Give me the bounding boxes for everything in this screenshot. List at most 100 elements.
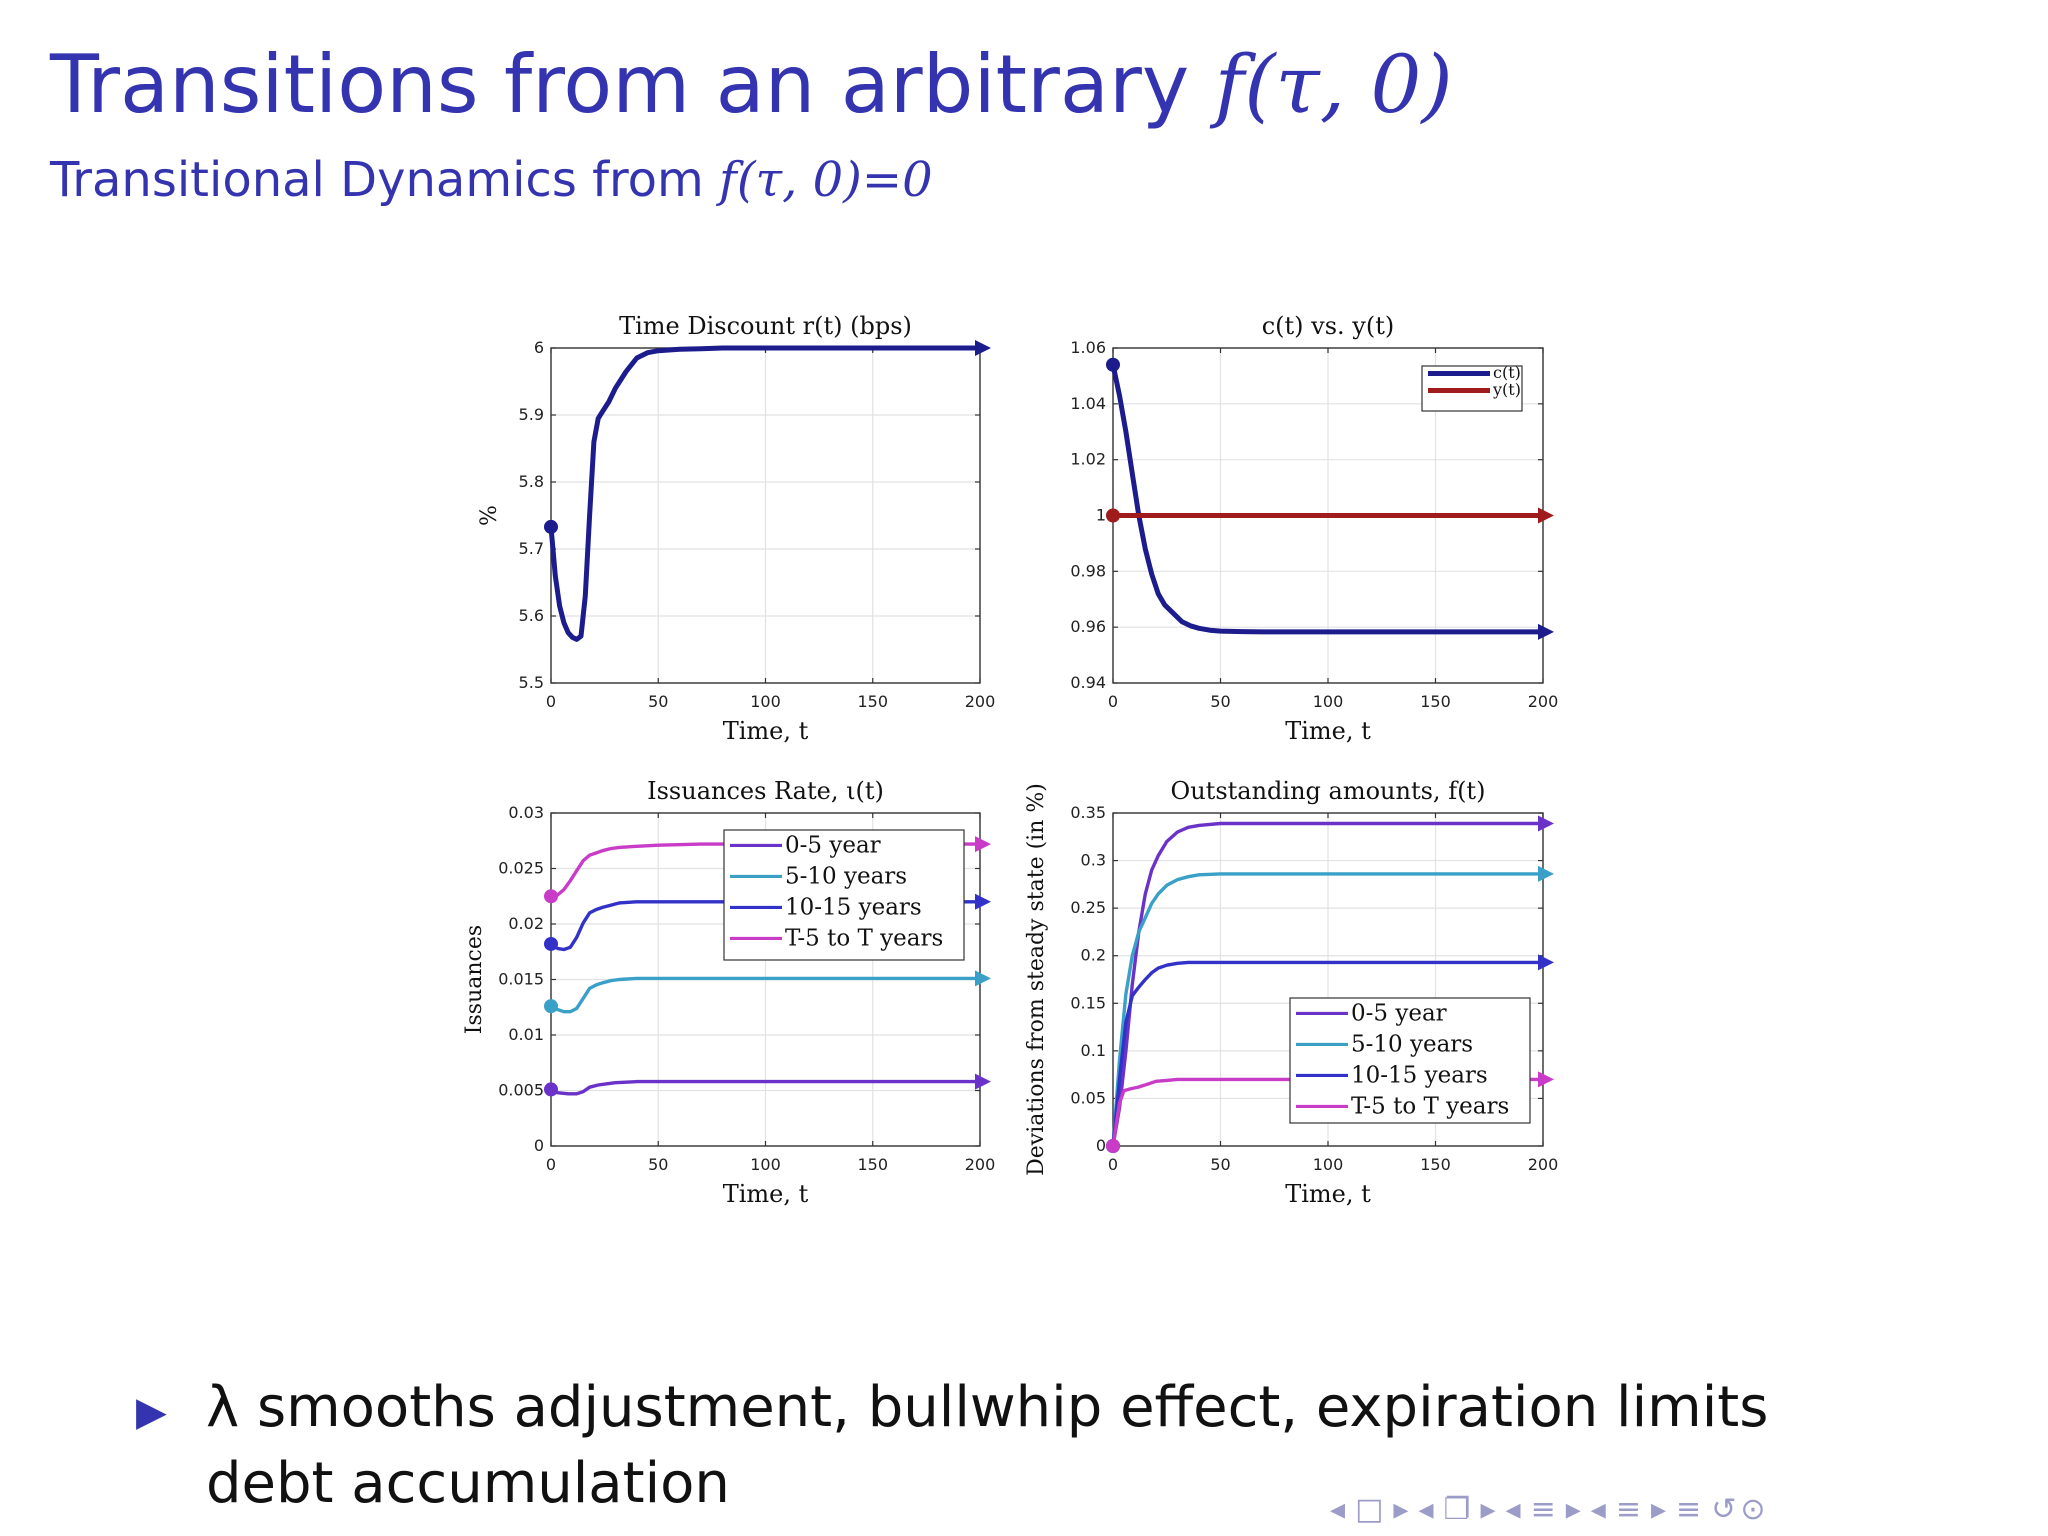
legend-label: 10-15 years — [1351, 1062, 1488, 1088]
y-tick-label: 0.015 — [498, 970, 544, 989]
legend-label: y(t) — [1492, 380, 1521, 399]
y-tick-label: 1.06 — [1070, 338, 1106, 357]
series-end-arrow — [1538, 865, 1554, 882]
x-tick-label: 100 — [1313, 692, 1344, 711]
legend-label: c(t) — [1493, 363, 1521, 382]
series-end-arrow — [1538, 815, 1554, 832]
x-tick-label: 200 — [1528, 1155, 1559, 1174]
x-axis-label: Time, t — [1285, 1180, 1371, 1208]
series-end-arrow — [975, 340, 991, 356]
series-start-point — [544, 999, 558, 1014]
y-tick-label: 0.15 — [1070, 993, 1106, 1012]
bullet-text: λ smooths adjustment, bullwhip effect, e… — [206, 1375, 1769, 1516]
prev-subsection-icon[interactable]: ◂ — [1418, 1492, 1438, 1527]
y-tick-label: 0.025 — [498, 859, 544, 878]
prev-frame-icon[interactable]: ◂ — [1330, 1492, 1350, 1527]
x-tick-label: 0 — [546, 692, 556, 711]
series-line — [549, 976, 982, 1014]
subtitle-math: f(τ, 0)=0 — [719, 152, 933, 208]
x-tick-label: 100 — [1313, 1155, 1344, 1174]
prev-section-icon[interactable]: ◂ — [1505, 1492, 1525, 1527]
y-tick-label: 5.6 — [519, 606, 544, 625]
y-tick-label: 0.35 — [1070, 803, 1106, 822]
slide-subtitle: Transitional Dynamics from f(τ, 0)=0 — [50, 152, 933, 208]
legend-label: T-5 to T years — [785, 925, 943, 951]
series-line — [1111, 821, 1545, 1148]
triangle-right-icon: ▶ — [136, 1389, 167, 1435]
legend-box — [1289, 997, 1531, 1124]
x-tick-label: 100 — [750, 692, 781, 711]
y-tick-label: 0.01 — [508, 1025, 544, 1044]
series-end-arrow — [1538, 1071, 1554, 1088]
x-tick-label: 150 — [857, 1155, 888, 1174]
series-end-arrow — [1538, 954, 1554, 971]
x-tick-label: 0 — [1108, 1155, 1118, 1174]
y-tick-label: 1 — [1096, 506, 1106, 525]
series-start-point — [544, 889, 558, 904]
x-axis-label: Time, t — [723, 1180, 809, 1208]
legend-label: 5-10 years — [785, 863, 907, 889]
y-tick-label: 0.05 — [1070, 1088, 1106, 1107]
y-axis-label: Deviations from steady state (in %) — [1024, 783, 1049, 1176]
legend-label: 0-5 year — [1351, 1000, 1447, 1026]
x-tick-label: 50 — [648, 692, 668, 711]
series-end-arrow — [975, 1073, 991, 1090]
next-part-icon[interactable]: ▸ — [1650, 1492, 1671, 1527]
series-start-point — [1106, 357, 1120, 372]
x-tick-label: 0 — [1108, 692, 1118, 711]
y-tick-label: 1.04 — [1070, 394, 1106, 413]
next-frame-icon[interactable]: ▸ — [1393, 1492, 1413, 1527]
search-icon[interactable]: ↺⊙ — [1711, 1492, 1770, 1527]
toc-icon[interactable]: ≡ — [1676, 1492, 1706, 1527]
series-start-point — [1106, 508, 1120, 523]
part-icon[interactable]: ≡ — [1615, 1492, 1645, 1527]
y-tick-label: 0.25 — [1070, 898, 1106, 917]
title-math: f(τ, 0) — [1214, 38, 1453, 131]
series-end-arrow — [975, 970, 991, 987]
y-tick-label: 5.5 — [519, 673, 544, 692]
y-axis-label: % — [477, 505, 502, 526]
legend-label: 5-10 years — [1351, 1031, 1473, 1057]
series-start-point — [544, 936, 558, 951]
y-tick-label: 0.03 — [508, 803, 544, 822]
legend-label: 10-15 years — [785, 894, 922, 920]
y-tick-label: 5.8 — [519, 472, 544, 491]
prev-part-icon[interactable]: ◂ — [1590, 1492, 1610, 1527]
chart-title: Time Discount r(t) (bps) — [619, 312, 912, 340]
frame-icon[interactable]: □ — [1355, 1492, 1388, 1527]
y-tick-label: 0.96 — [1070, 617, 1106, 636]
y-tick-label: 5.9 — [519, 405, 544, 424]
legend-label: 0-5 year — [785, 832, 881, 858]
x-tick-label: 0 — [546, 1155, 556, 1174]
y-tick-label: 6 — [534, 338, 544, 357]
x-tick-label: 50 — [1210, 692, 1230, 711]
subtitle-text: Transitional Dynamics from — [50, 152, 720, 208]
x-tick-label: 150 — [857, 692, 888, 711]
y-tick-label: 0.3 — [1081, 851, 1106, 870]
y-tick-label: 0.2 — [1081, 946, 1106, 965]
y-tick-label: 0.1 — [1081, 1041, 1106, 1060]
series-line — [1110, 362, 1546, 635]
series-line — [1111, 960, 1545, 1148]
x-tick-label: 200 — [965, 692, 996, 711]
chart-title: Outstanding amounts, f(t) — [1171, 777, 1486, 805]
y-tick-label: 1.02 — [1070, 450, 1106, 469]
series-start-point — [544, 1082, 558, 1097]
series-end-arrow — [975, 893, 991, 910]
series-end-arrow — [975, 836, 991, 853]
next-subsection-icon[interactable]: ▸ — [1480, 1492, 1500, 1527]
series-start-point — [544, 519, 558, 534]
x-tick-label: 150 — [1420, 1155, 1451, 1174]
series-line — [1111, 872, 1545, 1148]
x-tick-label: 150 — [1420, 692, 1451, 711]
next-section-icon[interactable]: ▸ — [1565, 1492, 1585, 1527]
section-icon[interactable]: ≡ — [1530, 1492, 1560, 1527]
x-tick-label: 50 — [1210, 1155, 1230, 1174]
subsection-icon[interactable]: ❐ — [1443, 1492, 1475, 1527]
series-start-point — [1106, 1139, 1120, 1153]
x-tick-label: 100 — [750, 1155, 781, 1174]
chart-title: Issuances Rate, ι(t) — [647, 777, 884, 805]
series-line — [549, 900, 982, 952]
series-end-arrow — [1538, 507, 1554, 524]
